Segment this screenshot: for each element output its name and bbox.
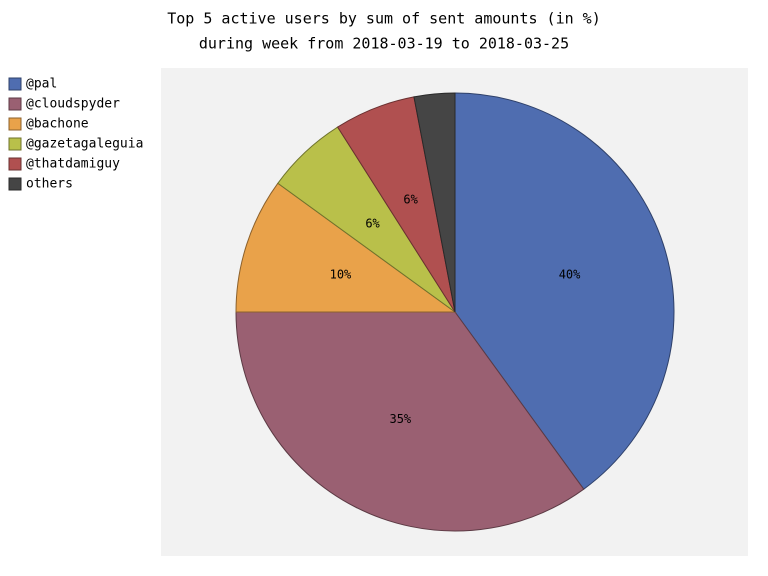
legend-swatch <box>8 97 22 111</box>
legend-swatch <box>8 177 22 191</box>
pie-slice <box>413 92 456 313</box>
value-label: 6% <box>365 217 380 231</box>
chart-subtitle: during week from 2018-03-19 to 2018-03-2… <box>199 35 569 53</box>
value-label: 40% <box>559 267 581 281</box>
value-label: 10% <box>330 267 352 281</box>
legend-swatch <box>8 77 22 91</box>
legend-swatch <box>8 117 22 131</box>
legend-label: others <box>26 177 73 192</box>
legend-label: @pal <box>26 77 57 92</box>
legend-swatch <box>8 157 22 171</box>
pie-slice <box>454 92 675 490</box>
legend-label: @cloudspyder <box>26 97 120 112</box>
value-label: 6% <box>403 193 418 207</box>
legend-label: @bachone <box>26 117 89 132</box>
chart-title: Top 5 active users by sum of sent amount… <box>167 10 600 28</box>
pie-slice <box>235 182 457 313</box>
pie-slice <box>235 311 585 532</box>
legend-swatch <box>8 137 22 151</box>
legend-label: @gazetagaleguia <box>26 137 143 152</box>
legend-label: @thatdamiguy <box>26 157 120 172</box>
value-label: 35% <box>389 412 411 426</box>
